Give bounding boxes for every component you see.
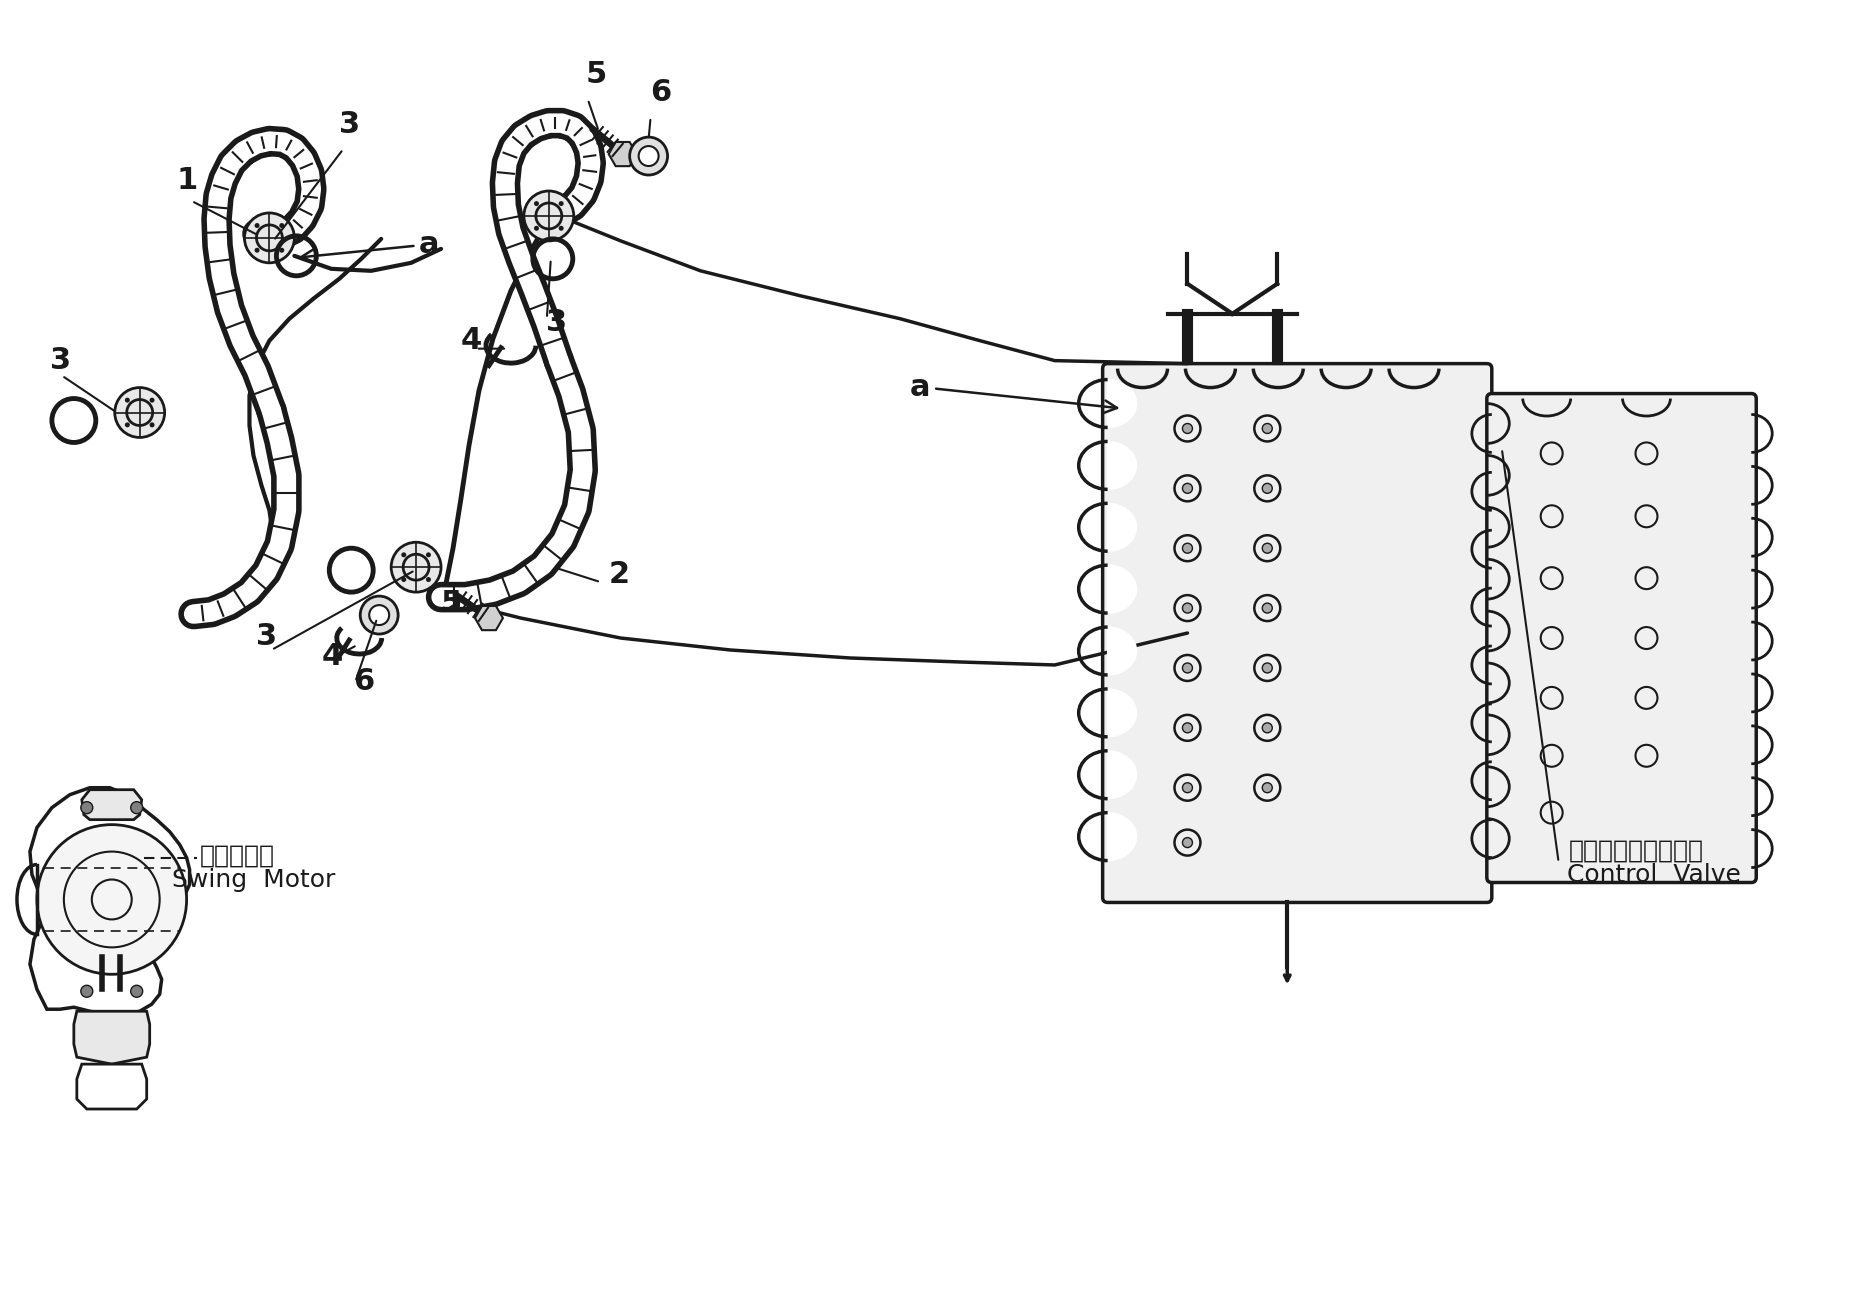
Text: 2: 2: [610, 560, 630, 589]
Circle shape: [150, 422, 155, 427]
Circle shape: [1262, 663, 1272, 672]
Circle shape: [1182, 483, 1193, 494]
Circle shape: [150, 397, 155, 403]
Circle shape: [125, 422, 129, 427]
Text: Swing  Motor: Swing Motor: [172, 869, 335, 893]
Text: 6: 6: [651, 78, 671, 107]
Polygon shape: [73, 1011, 150, 1065]
Circle shape: [1182, 603, 1193, 614]
Text: 3: 3: [256, 622, 277, 652]
Circle shape: [131, 985, 142, 997]
Circle shape: [640, 146, 658, 165]
Text: コントロールバルブ: コントロールバルブ: [1569, 839, 1704, 863]
Circle shape: [1262, 543, 1272, 554]
Polygon shape: [30, 788, 189, 1014]
Circle shape: [114, 387, 165, 438]
Circle shape: [535, 201, 539, 206]
Text: 4: 4: [322, 642, 342, 671]
Circle shape: [131, 801, 142, 813]
Circle shape: [1262, 783, 1272, 792]
Circle shape: [559, 225, 563, 231]
Polygon shape: [1107, 379, 1137, 427]
Circle shape: [254, 223, 260, 228]
Text: 6: 6: [353, 667, 374, 696]
Text: Control  Valve: Control Valve: [1567, 863, 1741, 886]
Circle shape: [1262, 723, 1272, 732]
Text: 4: 4: [462, 326, 482, 354]
Circle shape: [1262, 603, 1272, 614]
Circle shape: [125, 397, 129, 403]
Text: 5: 5: [441, 589, 462, 618]
Circle shape: [391, 542, 441, 592]
Circle shape: [1262, 483, 1272, 494]
Circle shape: [1182, 723, 1193, 732]
Text: a: a: [911, 373, 1116, 413]
Circle shape: [279, 248, 284, 253]
Circle shape: [254, 248, 260, 253]
Text: 3: 3: [50, 345, 71, 374]
Circle shape: [1182, 838, 1193, 847]
Circle shape: [1262, 423, 1272, 434]
Circle shape: [559, 201, 563, 206]
Circle shape: [402, 552, 406, 558]
Text: 5: 5: [585, 60, 608, 89]
Circle shape: [1182, 783, 1193, 792]
FancyBboxPatch shape: [1487, 394, 1756, 882]
Circle shape: [426, 577, 430, 582]
Polygon shape: [475, 606, 503, 631]
Polygon shape: [1107, 689, 1137, 736]
Circle shape: [279, 223, 284, 228]
Circle shape: [80, 985, 94, 997]
FancyBboxPatch shape: [1103, 364, 1492, 903]
Circle shape: [1182, 423, 1193, 434]
Circle shape: [368, 605, 389, 625]
Text: 3: 3: [338, 111, 361, 139]
Circle shape: [80, 801, 94, 813]
Polygon shape: [1107, 751, 1137, 799]
Polygon shape: [1107, 566, 1137, 614]
Text: 3: 3: [546, 308, 567, 336]
Polygon shape: [82, 790, 142, 820]
Circle shape: [361, 595, 398, 635]
Circle shape: [1182, 663, 1193, 672]
Circle shape: [37, 825, 187, 975]
Polygon shape: [77, 1065, 146, 1109]
Text: 1: 1: [176, 165, 198, 195]
Polygon shape: [610, 142, 636, 167]
Circle shape: [402, 577, 406, 582]
Polygon shape: [1107, 503, 1137, 551]
Polygon shape: [1107, 813, 1137, 860]
Polygon shape: [1107, 442, 1137, 490]
Circle shape: [630, 137, 668, 175]
Text: a: a: [301, 229, 439, 262]
Circle shape: [1182, 543, 1193, 554]
Circle shape: [426, 552, 430, 558]
Polygon shape: [1107, 627, 1137, 675]
Text: 旋回モータ: 旋回モータ: [200, 843, 275, 868]
Circle shape: [535, 225, 539, 231]
Circle shape: [524, 192, 574, 241]
Circle shape: [245, 212, 294, 263]
